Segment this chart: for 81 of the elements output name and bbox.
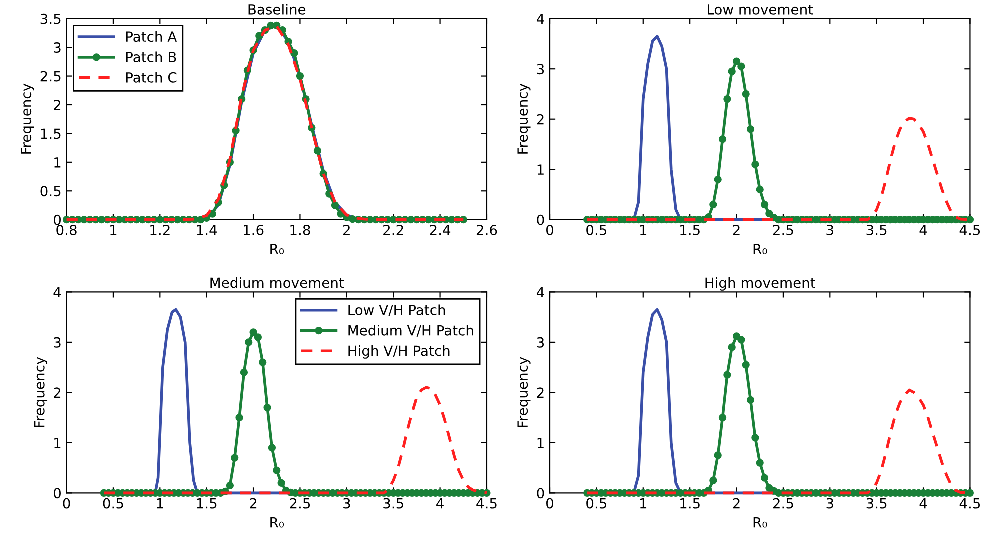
y-axis-title: Frequency xyxy=(518,84,531,154)
legend-label: Patch B xyxy=(126,52,176,62)
chart-title: High movement xyxy=(706,277,816,291)
chart-title: Low movement xyxy=(708,4,814,15)
x-tick-label: 1.2 xyxy=(150,224,170,236)
legend-label: Medium V/H Patch xyxy=(348,325,474,337)
y-tick-label: 0 xyxy=(54,214,61,226)
x-tick-label: 2.2 xyxy=(384,224,404,236)
x-tick-label: 1.5 xyxy=(680,498,700,509)
x-tick-label: 2.5 xyxy=(773,498,794,509)
y-axis-title: Frequency xyxy=(21,84,34,154)
y-tick-label: 2 xyxy=(54,388,61,398)
x-tick-label: 0.8 xyxy=(56,224,77,236)
x-axis-title: R₀ xyxy=(270,517,284,528)
x-tick-label: 4.5 xyxy=(476,498,497,509)
y-tick-label: 1 xyxy=(54,158,61,168)
x-tick-label: 2.5 xyxy=(773,224,794,236)
chart-title: Baseline xyxy=(248,4,306,15)
y-tick-label: 1 xyxy=(538,438,544,448)
x-tick-label: 3 xyxy=(826,224,834,236)
x-tick-label: 2.6 xyxy=(476,224,498,236)
x-tick-label: 0.5 xyxy=(586,224,607,236)
x-tick-label: 3 xyxy=(344,498,350,509)
x-axis-title: R₀ xyxy=(270,244,284,254)
legend-label: Patch A xyxy=(126,31,178,42)
x-tick-label: 4 xyxy=(920,225,928,236)
y-tick-label: 1 xyxy=(538,164,544,175)
y-tick-label: 0.5 xyxy=(40,186,61,197)
x-tick-label: 4.5 xyxy=(960,498,980,509)
x-tick-label: 4 xyxy=(436,498,444,509)
x-tick-label: 1 xyxy=(110,225,117,236)
y-tick-label: 1.5 xyxy=(41,128,61,140)
x-tick-label: 2.5 xyxy=(290,498,310,509)
y-tick-label: 4 xyxy=(536,287,544,298)
x-tick-label: 1.5 xyxy=(680,225,700,236)
x-tick-label: 2 xyxy=(344,224,350,236)
x-tick-label: 4.5 xyxy=(960,225,980,236)
x-tick-label: 0.5 xyxy=(586,498,607,509)
y-tick-label: 4 xyxy=(536,14,544,24)
y-axis-title: Frequency xyxy=(518,357,531,428)
x-axis-title: R₀ xyxy=(754,244,768,254)
x-tick-label: 1.4 xyxy=(197,225,218,236)
y-tick-label: 1 xyxy=(54,438,61,448)
y-tick-label: 0 xyxy=(537,488,544,499)
y-tick-label: 4 xyxy=(54,287,62,298)
chart-title: Medium movement xyxy=(210,277,344,288)
x-tick-label: 1 xyxy=(640,225,647,236)
y-tick-label: 2 xyxy=(54,100,61,110)
x-tick-label: 0.5 xyxy=(103,498,124,509)
y-tick-label: 3.5 xyxy=(40,14,61,24)
y-tick-label: 3 xyxy=(54,337,61,348)
y-axis-title: Frequency xyxy=(34,357,48,428)
x-tick-label: 1 xyxy=(157,498,164,509)
x-tick-label: 2.4 xyxy=(430,224,451,236)
y-tick-label: 3 xyxy=(54,42,61,54)
x-tick-label: 2 xyxy=(250,498,257,509)
x-tick-label: 3 xyxy=(826,498,834,509)
x-tick-label: 1.8 xyxy=(290,224,310,236)
legend-label: Low V/H Patch xyxy=(348,304,446,317)
legend-label: High V/H Patch xyxy=(348,345,450,359)
x-tick-label: 3.5 xyxy=(866,498,887,509)
x-axis-title: R₀ xyxy=(754,517,768,528)
x-tick-label: 1 xyxy=(640,498,647,509)
x-tick-label: 0 xyxy=(546,224,554,236)
x-tick-label: 0 xyxy=(546,498,554,509)
y-tick-label: 0 xyxy=(537,214,544,226)
x-tick-label: 4 xyxy=(920,498,928,509)
x-tick-label: 3.5 xyxy=(866,224,887,236)
y-tick-label: 0 xyxy=(54,488,61,499)
x-tick-label: 3.5 xyxy=(384,498,404,509)
x-tick-label: 2 xyxy=(733,498,740,509)
x-tick-label: 1.6 xyxy=(244,224,264,236)
legend-label: Patch C xyxy=(126,72,177,83)
x-tick-label: 0 xyxy=(63,498,70,509)
y-tick-label: 2.5 xyxy=(40,71,61,82)
y-tick-label: 2 xyxy=(537,388,544,398)
y-tick-label: 2 xyxy=(537,114,544,125)
y-tick-label: 3 xyxy=(537,337,544,348)
x-tick-label: 1.5 xyxy=(197,498,217,509)
x-tick-label: 2 xyxy=(733,224,740,236)
y-tick-label: 3 xyxy=(537,64,544,75)
